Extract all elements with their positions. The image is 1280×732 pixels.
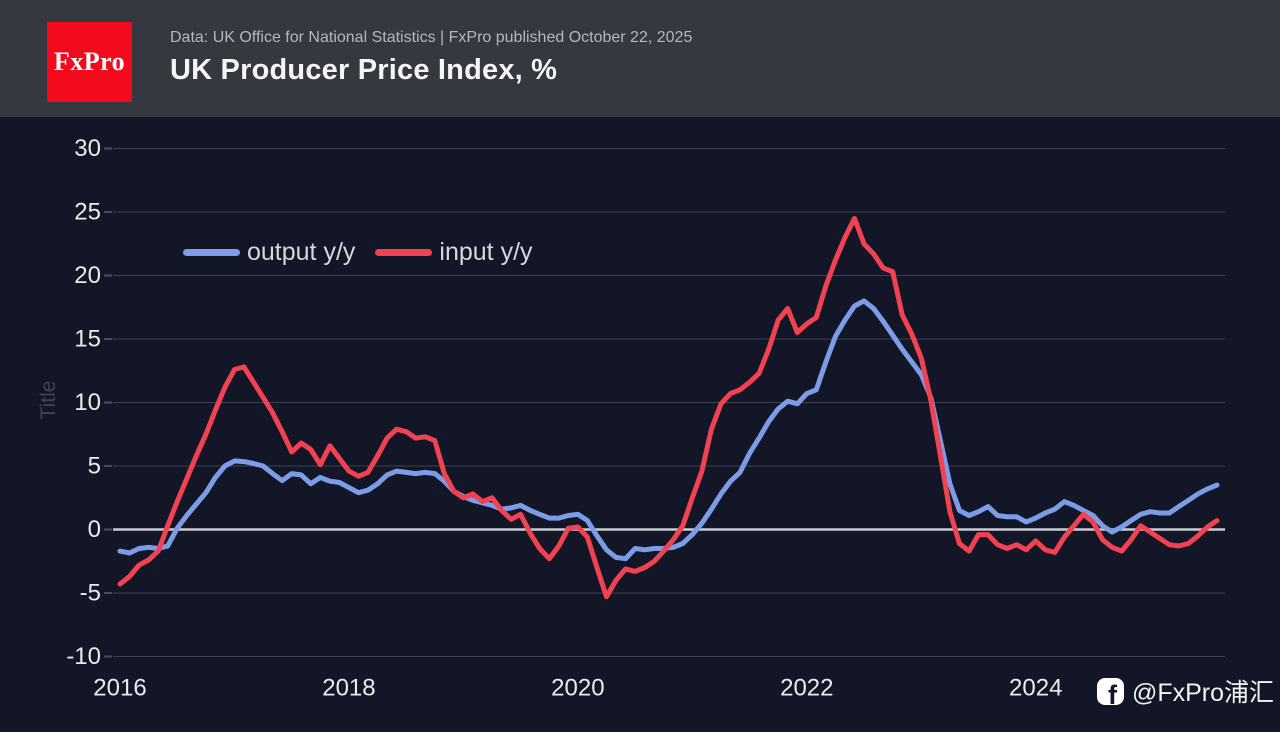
- y-axis-title: Title: [37, 381, 60, 420]
- y-tick-label-25: 25: [74, 199, 101, 226]
- fxpro-logo-text: FxPro: [53, 47, 126, 76]
- fxpro-logo: FxPro: [47, 22, 132, 102]
- legend-item-input: input y/y: [375, 238, 533, 267]
- legend-item-output: output y/y: [183, 238, 355, 267]
- x-tick-label-2016: 2016: [93, 675, 146, 702]
- legend-label-input: input y/y: [439, 238, 533, 266]
- y-tick-label-10: 10: [74, 389, 101, 416]
- y-tick-label-20: 20: [74, 262, 101, 289]
- y-tick-label-5: 5: [88, 453, 101, 480]
- facebook-icon: f: [1096, 677, 1124, 705]
- series-line-output: [117, 298, 1220, 562]
- social-watermark: f @FxPro浦汇: [1096, 673, 1274, 709]
- x-tick-label-2024: 2024: [1009, 675, 1062, 702]
- x-axis-ticks: 2016 2018 2020 2022 2024: [93, 675, 1062, 702]
- y-tick-label--5: -5: [80, 580, 101, 607]
- series-lines: [117, 215, 1220, 600]
- input-line-swatch: [375, 249, 433, 256]
- output-line-swatch: [183, 249, 240, 256]
- data-source-line: Data: UK Office for National Statistics …: [170, 29, 693, 46]
- y-axis-ticks: 30 25 20 15 10 5 0 -5 -10: [66, 135, 112, 670]
- x-tick-label-2022: 2022: [780, 675, 833, 702]
- x-tick-label-2018: 2018: [322, 675, 375, 702]
- watermark-handle: @FxPro浦汇: [1131, 679, 1274, 707]
- gridlines: [113, 148, 1225, 657]
- facebook-f-glyph: f: [1107, 679, 1117, 705]
- chart-legend: output y/y input y/y: [183, 238, 533, 267]
- series-line-input: [117, 215, 1220, 600]
- legend-label-output: output y/y: [247, 238, 356, 266]
- y-tick-label-0: 0: [88, 516, 101, 543]
- y-tick-label-30: 30: [74, 135, 101, 162]
- header-bar: FxPro Data: UK Office for National Stati…: [0, 0, 1280, 117]
- page-title: UK Producer Price Index, %: [170, 54, 558, 86]
- y-tick-label-15: 15: [74, 326, 101, 353]
- header-text-block: Data: UK Office for National Statistics …: [170, 29, 692, 87]
- y-tick-label--10: -10: [66, 643, 101, 670]
- x-tick-label-2020: 2020: [551, 675, 604, 702]
